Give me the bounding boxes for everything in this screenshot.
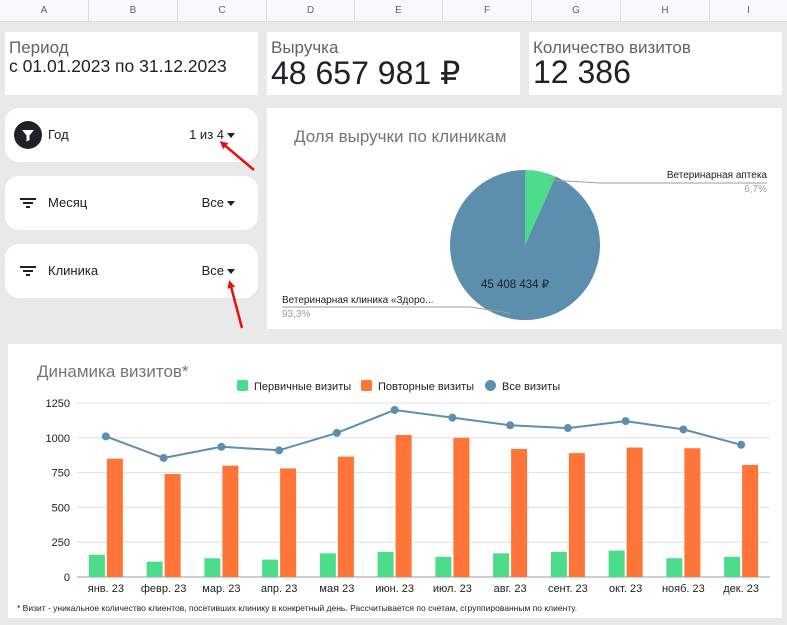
filter-lines-icon bbox=[20, 266, 36, 276]
filter-month-label: Месяц bbox=[48, 195, 88, 210]
visits-value: 12 386 bbox=[533, 54, 631, 90]
revenue-value: 48 657 981 ₽ bbox=[271, 55, 461, 91]
filter-lines-icon bbox=[20, 198, 36, 208]
column-header[interactable]: H bbox=[621, 0, 710, 22]
period-value: с 01.01.2023 по 31.12.2023 bbox=[9, 56, 227, 76]
chart-title: Динамика визитов* bbox=[37, 362, 189, 381]
revenue-label: Выручка bbox=[271, 38, 339, 57]
period-label: Период bbox=[9, 38, 69, 57]
filter-clinic-value[interactable]: Все bbox=[201, 263, 224, 278]
chart-footnote: * Визит - уникальное количество клиентов… bbox=[17, 603, 578, 613]
column-header[interactable]: F bbox=[443, 0, 532, 22]
column-header[interactable]: A bbox=[0, 0, 89, 22]
visits-label: Количество визитов bbox=[533, 38, 691, 57]
pie-label-pharmacy: Ветеринарная аптека bbox=[666, 170, 767, 181]
pie-title: Доля выручки по клиникам bbox=[294, 127, 507, 146]
filter-clinic-label: Клиника bbox=[48, 263, 99, 278]
pie-label-clinic: Ветеринарная клиника «Здоро... bbox=[282, 295, 434, 306]
column-header[interactable]: D bbox=[267, 0, 355, 22]
filter-funnel-icon bbox=[14, 121, 42, 149]
filter-month-value[interactable]: Все bbox=[201, 195, 224, 210]
revenue-card: Выручка 48 657 981 ₽ bbox=[267, 32, 520, 95]
legend-swatch bbox=[485, 380, 496, 391]
chevron-down-icon[interactable] bbox=[227, 133, 235, 138]
pie-value-clinic: 45 408 434 ₽ bbox=[481, 279, 550, 291]
visits-chart-card bbox=[8, 344, 782, 618]
period-card: Период с 01.01.2023 по 31.12.2023 bbox=[5, 32, 258, 95]
filter-year-label: Год bbox=[48, 127, 69, 142]
legend-swatch bbox=[361, 380, 372, 391]
column-header[interactable]: G bbox=[532, 0, 621, 22]
filter-year-value[interactable]: 1 из 4 bbox=[189, 127, 224, 142]
legend-repeat-visits[interactable]: Повторные визиты bbox=[361, 380, 474, 393]
chevron-down-icon[interactable] bbox=[227, 269, 235, 274]
legend-label: Первичные визиты bbox=[254, 381, 352, 393]
filter-month[interactable]: Месяц Все bbox=[5, 176, 258, 230]
legend-swatch bbox=[237, 380, 248, 391]
column-header[interactable]: I bbox=[747, 5, 750, 16]
pie-percent-clinic: 93,3% bbox=[282, 309, 311, 320]
filter-year[interactable]: Год 1 из 4 bbox=[5, 108, 258, 162]
column-header[interactable]: E bbox=[355, 0, 443, 22]
filter-clinic[interactable]: Клиника Все bbox=[5, 244, 258, 298]
column-header-bar: A B C D E F G H I bbox=[0, 0, 787, 22]
legend-all-visits[interactable]: Все визиты bbox=[485, 380, 560, 393]
legend-label: Повторные визиты bbox=[378, 381, 475, 393]
column-header[interactable]: B bbox=[89, 0, 178, 22]
chevron-down-icon[interactable] bbox=[227, 201, 235, 206]
pie-percent-pharmacy: 6,7% bbox=[744, 184, 767, 195]
visits-card: Количество визитов 12 386 bbox=[529, 32, 782, 95]
legend-label: Все визиты bbox=[502, 381, 561, 393]
legend-primary-visits[interactable]: Первичные визиты bbox=[237, 380, 351, 393]
column-header[interactable]: C bbox=[178, 0, 267, 22]
